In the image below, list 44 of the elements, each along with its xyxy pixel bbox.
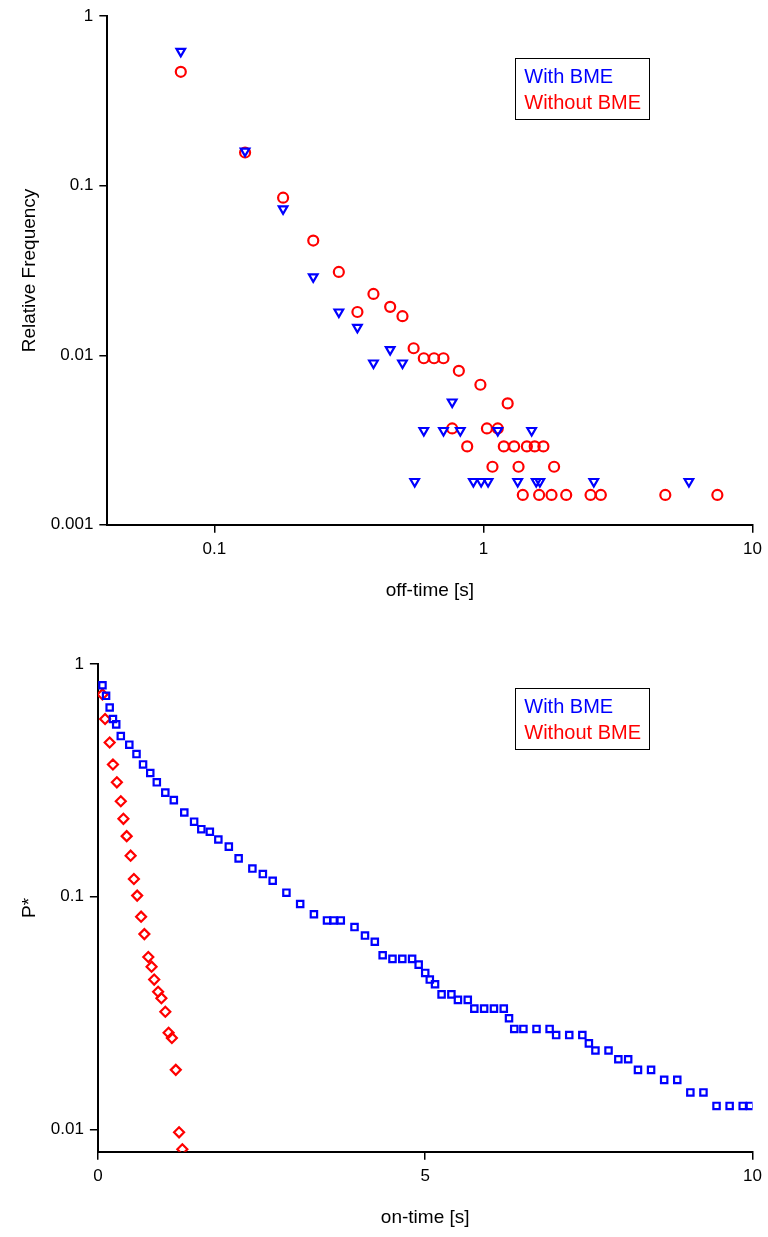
y-tick-label: 0.1 [60, 886, 84, 906]
x-axis-title: off-time [s] [385, 578, 475, 600]
point [145, 960, 158, 973]
y-tick-label: 0.01 [50, 1118, 84, 1138]
point [97, 688, 109, 701]
point [117, 812, 130, 825]
text: With BME [524, 64, 615, 89]
point [172, 1126, 186, 1139]
point [155, 992, 168, 1005]
x-tick-label: 1 [478, 538, 489, 558]
x-axis-title: on-time [s] [380, 1205, 470, 1227]
point [134, 910, 148, 923]
x-tick-label: 5 [420, 1165, 430, 1185]
point [120, 830, 133, 843]
point [148, 973, 161, 986]
x-tick-label: 0 [93, 1165, 103, 1185]
point [124, 849, 137, 862]
y-tick-label: 1 [83, 5, 94, 25]
point [127, 872, 140, 886]
point [159, 1005, 172, 1018]
point [98, 712, 112, 726]
text: Without BME [524, 720, 641, 745]
point [169, 1063, 182, 1076]
point [110, 776, 123, 789]
point [103, 736, 116, 749]
x-tick-label: 0.1 [202, 538, 227, 558]
text: Without BME [524, 90, 641, 115]
point [106, 758, 120, 771]
text: With BME [524, 694, 615, 719]
x-tick-label: 10 [743, 538, 763, 558]
y-axis-title: P* [17, 897, 39, 918]
point [138, 928, 151, 941]
x-tick-label: 10 [743, 1165, 763, 1185]
y-axis-title: Relative Frequency [17, 188, 39, 353]
point [142, 950, 155, 964]
point [162, 1026, 175, 1039]
y-tick-label: 0.01 [60, 344, 94, 364]
point [131, 889, 144, 902]
point [165, 1031, 178, 1044]
y-tick-label: 0.001 [50, 514, 94, 534]
y-tick-label: 0.1 [69, 175, 94, 195]
point [114, 795, 127, 808]
point [152, 985, 165, 998]
y-tick-label: 1 [74, 653, 84, 673]
